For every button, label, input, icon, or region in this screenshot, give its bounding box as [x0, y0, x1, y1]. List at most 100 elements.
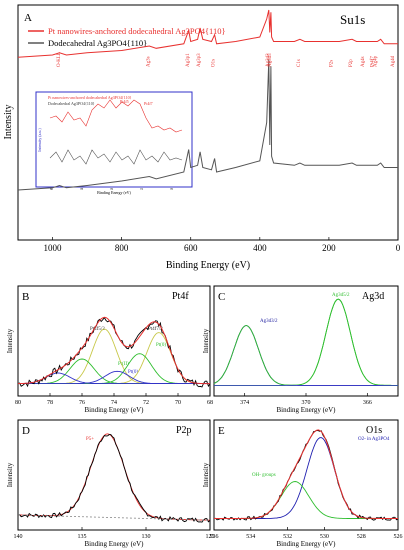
panel-e-title: O1s [366, 425, 382, 436]
x-tick-label: 140 [14, 534, 23, 540]
inset-tick: 70 [170, 187, 174, 191]
survey-series-plain [17, 59, 398, 191]
survey-peak-label: Ag3s [146, 56, 151, 67]
panel-b-letter: B [22, 291, 29, 303]
e-label-o2: O2- in Ag3PO4 [358, 437, 390, 442]
component-b [18, 353, 210, 385]
inset-peak-pt4f5: Pt4f5 [120, 99, 129, 104]
b-label-pt4f7: Pt4f7/2 [148, 327, 163, 332]
panel-a-xlabel: Binding Energy (eV) [166, 260, 250, 271]
inset-legend-2: Dodecahedral Ag3PO4{110} [48, 101, 95, 106]
survey-peak-label: P2p [349, 59, 354, 67]
x-tick-label: 72 [143, 400, 149, 406]
component-c [214, 298, 398, 386]
x-tick-label: 532 [283, 534, 292, 540]
panel-d-xlabel: Binding Energy (eV) [85, 540, 145, 548]
panel-c-letter: C [218, 291, 225, 303]
raw-d [17, 434, 211, 523]
survey-peak-label: Ag3p1 [186, 53, 191, 67]
inset-tick: 80 [50, 187, 54, 191]
x-tick-label: 528 [357, 534, 366, 540]
x-tick-label: 536 [210, 534, 219, 540]
survey-peak-label: O1s [212, 59, 217, 67]
x-tick-label: 534 [246, 534, 255, 540]
legend-label-pt: Pt nanowires-anchored dodecahedral Ag3PO… [48, 26, 226, 36]
x-tick-label: 800 [115, 243, 129, 253]
component-b [18, 370, 210, 385]
survey-series-pt [17, 9, 398, 58]
component-e [214, 481, 398, 519]
panel-e-ylabel: Intensity [202, 462, 210, 487]
x-tick-label: 530 [320, 534, 329, 540]
x-tick-label: 400 [253, 243, 267, 253]
panel-b-frame [17, 285, 211, 397]
e-label-oh: OH- groups [252, 473, 276, 478]
x-tick-label: 1000 [44, 243, 63, 253]
x-tick-label: 135 [78, 534, 87, 540]
component-e [214, 437, 398, 519]
d-label-p5: P5+ [86, 437, 94, 442]
raw-b [17, 316, 211, 388]
x-tick-label: 526 [394, 534, 403, 540]
inset-peak-pt4f7: Pt4f7 [144, 101, 153, 106]
envelope-b [17, 316, 210, 385]
component-d [18, 433, 210, 521]
panel-d-ylabel: Intensity [6, 462, 14, 487]
envelope-e [214, 429, 398, 519]
panel-a-letter: A [24, 12, 32, 24]
component-c [213, 325, 398, 386]
inset-xlabel: Binding Energy (eV) [97, 190, 131, 195]
inset-series-pt [49, 99, 183, 133]
x-tick-label: 70 [175, 400, 181, 406]
inset-series-plain [49, 149, 183, 165]
panel-e-letter: E [218, 425, 225, 437]
survey-peak-label: O-KLL [57, 52, 62, 67]
panel-c-xlabel: Binding Energy (eV) [277, 406, 337, 414]
panel-b-xlabel: Binding Energy (eV) [85, 406, 145, 414]
b-label-pt0b: Pt(0) [156, 343, 166, 348]
raw-c [213, 298, 398, 386]
panel-d-title: P2p [176, 425, 192, 436]
x-tick-label: 80 [15, 400, 21, 406]
survey-peak-label: Ag4p [374, 55, 379, 67]
legend-label-plain: Dodecahedral Ag3PO4{110} [48, 38, 147, 48]
baseline-d [17, 514, 211, 521]
x-tick-label: 68 [207, 400, 213, 406]
x-tick-label: 74 [111, 400, 117, 406]
survey-peak-label: P2s [329, 60, 334, 67]
b-label-pt4f5: Pt4f5/2 [90, 327, 105, 332]
panel-c-frame [213, 285, 399, 397]
survey-peak-label: C1s [297, 59, 302, 67]
inset-tick: 76 [110, 187, 114, 191]
inset-tick: 78 [80, 187, 84, 191]
panel-e-xlabel: Binding Energy (eV) [277, 540, 337, 548]
inset-legend-1: Pt nanowires-anchored dodecahedral Ag3PO… [48, 95, 132, 100]
survey-peak-label: Ag4d [391, 55, 396, 67]
survey-peak-label: Ag4s [361, 56, 366, 67]
inset-tick: 72 [140, 187, 144, 191]
x-tick-label: 200 [322, 243, 336, 253]
x-tick-label: 0 [396, 243, 401, 253]
survey-peak-label: Ag3d5 [268, 53, 273, 67]
inset-ylabel: Intensity (a.u.) [37, 128, 42, 152]
chart-marks: 1000 800 600 400 200 0 O-KLL Ag3s Ag3p1 Ag3p3 O1s A… [14, 9, 403, 540]
c-label-ag3d5: Ag3d5/2 [332, 293, 350, 298]
panel-b-ylabel: Intensity [6, 328, 14, 353]
x-tick-label: 78 [47, 400, 53, 406]
panel-c-title: Ag3d [362, 291, 384, 302]
inset-frame [35, 91, 193, 188]
x-tick-label: 76 [79, 400, 85, 406]
b-label-pt2: Pt(II) [118, 362, 129, 367]
survey-peak-label: Ag3d3 [266, 53, 271, 67]
x-tick-label: 374 [240, 400, 249, 406]
panel-d-frame [17, 419, 211, 531]
inset-ticks: 80 78 76 72 70 [50, 187, 174, 191]
x-tick-label: 125 [206, 534, 215, 540]
panel-a-ylabel: Intensity [3, 105, 14, 140]
panel-a-title: Su1s [340, 12, 365, 27]
panel-e-frame [213, 419, 399, 531]
x-tick-label: 370 [302, 400, 311, 406]
b-label-pt0a: Pt(0) [128, 370, 138, 375]
survey-peak-label: Pt4f7 [370, 56, 375, 67]
